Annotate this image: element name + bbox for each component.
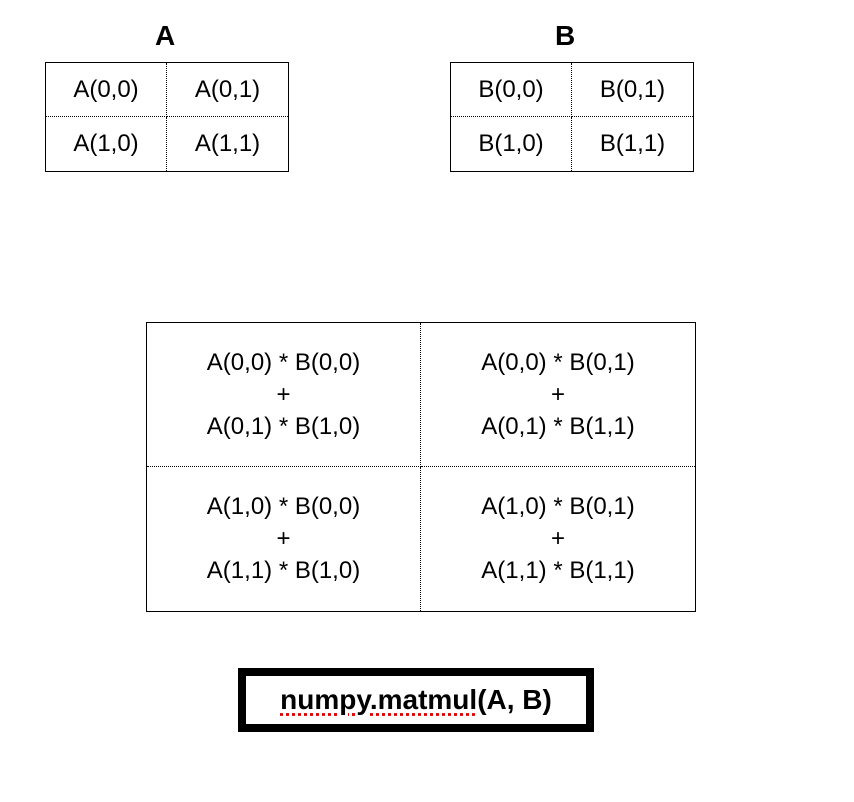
matrix-a-cell-10: A(1,0): [46, 117, 167, 171]
matrix-b-cell-11: B(1,1): [572, 117, 693, 171]
matrix-b-cell-10: B(1,0): [451, 117, 572, 171]
expr-line: A(1,0) * B(0,1): [481, 493, 634, 521]
matrix-a-cell-01: A(0,1): [167, 63, 288, 117]
expr-plus: +: [551, 381, 565, 409]
matrix-result: A(0,0) * B(0,0) + A(0,1) * B(1,0) A(0,0)…: [146, 322, 696, 612]
code-fn-args: (A, B): [477, 684, 552, 716]
result-cell-00: A(0,0) * B(0,0) + A(0,1) * B(1,0): [147, 323, 421, 467]
expr-plus: +: [276, 381, 290, 409]
matrix-b-cell-01: B(0,1): [572, 63, 693, 117]
code-snippet-box: numpy.matmul(A, B): [238, 668, 594, 732]
matrix-a-cell-00: A(0,0): [46, 63, 167, 117]
result-cell-01: A(0,0) * B(0,1) + A(0,1) * B(1,1): [421, 323, 695, 467]
expr-line: A(1,0) * B(0,0): [207, 493, 360, 521]
matrix-b-label: B: [555, 20, 575, 52]
result-cell-10: A(1,0) * B(0,0) + A(1,1) * B(1,0): [147, 467, 421, 611]
expr-line: A(0,1) * B(1,0): [207, 413, 360, 441]
code-fn-name: numpy.matmul: [280, 684, 477, 716]
result-cell-11: A(1,0) * B(0,1) + A(1,1) * B(1,1): [421, 467, 695, 611]
expr-line: A(0,1) * B(1,1): [481, 413, 634, 441]
matrix-b: B(0,0) B(0,1) B(1,0) B(1,1): [450, 62, 694, 172]
expr-line: A(1,1) * B(1,0): [207, 557, 360, 585]
matrix-a: A(0,0) A(0,1) A(1,0) A(1,1): [45, 62, 289, 172]
expr-plus: +: [276, 525, 290, 553]
expr-line: A(1,1) * B(1,1): [481, 557, 634, 585]
matrix-a-label: A: [155, 20, 175, 52]
expr-plus: +: [551, 525, 565, 553]
expr-line: A(0,0) * B(0,0): [207, 349, 360, 377]
diagram-canvas: A B A(0,0) A(0,1) A(1,0) A(1,1) B(0,0) B…: [0, 0, 854, 802]
matrix-a-cell-11: A(1,1): [167, 117, 288, 171]
matrix-b-cell-00: B(0,0): [451, 63, 572, 117]
expr-line: A(0,0) * B(0,1): [481, 349, 634, 377]
